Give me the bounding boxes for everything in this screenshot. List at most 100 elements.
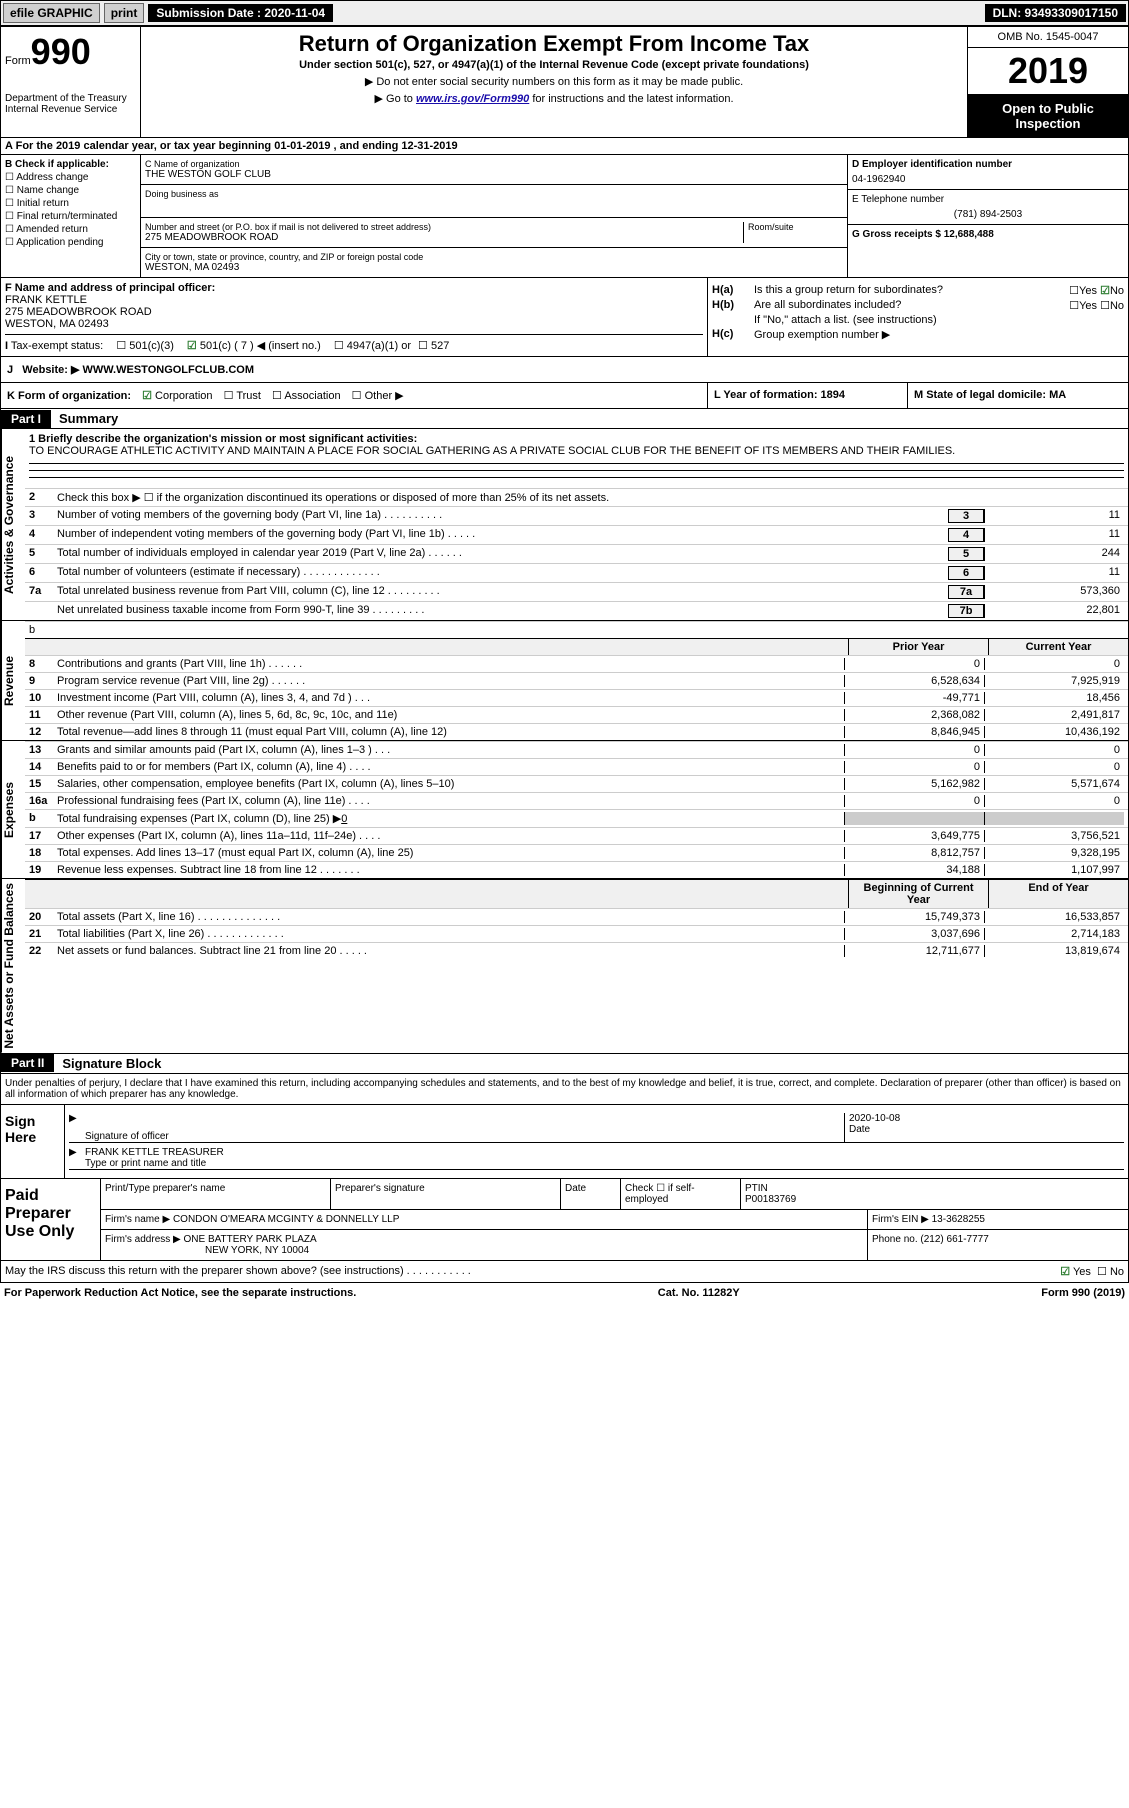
k-row: K Form of organization: ☑ Corporation ☐ … bbox=[0, 383, 1129, 409]
org-address: 275 MEADOWBROOK ROAD bbox=[145, 232, 743, 243]
col-b-checks: B Check if applicable: ☐ Address change … bbox=[1, 155, 141, 277]
section-b: B Check if applicable: ☐ Address change … bbox=[0, 155, 1129, 278]
summary-expenses: Expenses 13Grants and similar amounts pa… bbox=[0, 741, 1129, 879]
line6-val: 11 bbox=[984, 566, 1124, 580]
side-revenue: Revenue bbox=[1, 621, 25, 740]
officer-addr2: WESTON, MA 02493 bbox=[5, 318, 703, 330]
summary-netassets: Net Assets or Fund Balances Beginning of… bbox=[0, 879, 1129, 1054]
subtitle: Under section 501(c), 527, or 4947(a)(1)… bbox=[145, 59, 963, 71]
col-c-org: C Name of organization THE WESTON GOLF C… bbox=[141, 155, 848, 277]
check-initial-return[interactable]: ☐ Initial return bbox=[5, 198, 136, 209]
dba-label: Doing business as bbox=[145, 189, 843, 199]
footer-left: For Paperwork Reduction Act Notice, see … bbox=[4, 1287, 356, 1299]
ptin-value: P00183769 bbox=[745, 1194, 796, 1205]
form-header: Form 990 Department of the Treasury Inte… bbox=[0, 26, 1129, 138]
l15-curr: 5,571,674 bbox=[984, 778, 1124, 790]
firm-ein: 13-3628255 bbox=[932, 1214, 985, 1225]
officer-name-title: FRANK KETTLE TREASURER bbox=[85, 1147, 224, 1158]
l20-end: 16,533,857 bbox=[984, 911, 1124, 923]
state-domicile: M State of legal domicile: MA bbox=[908, 383, 1128, 408]
officer-addr1: 275 MEADOWBROOK ROAD bbox=[5, 306, 703, 318]
dept-label: Department of the Treasury bbox=[5, 93, 136, 104]
l11-curr: 2,491,817 bbox=[984, 709, 1124, 721]
sign-here: Sign Here ▶ Signature of officer 2020-10… bbox=[0, 1105, 1129, 1179]
check-address-change[interactable]: ☐ Address change bbox=[5, 172, 136, 183]
l13-curr: 0 bbox=[984, 744, 1124, 756]
col-f: F Name and address of principal officer:… bbox=[1, 278, 708, 356]
side-activities: Activities & Governance bbox=[1, 429, 25, 620]
page-title: Return of Organization Exempt From Incom… bbox=[145, 31, 963, 57]
tax-year-row: A For the 2019 calendar year, or tax yea… bbox=[0, 138, 1129, 155]
l8-curr: 0 bbox=[984, 658, 1124, 670]
section-fh: F Name and address of principal officer:… bbox=[0, 278, 1129, 357]
l9-curr: 7,925,919 bbox=[984, 675, 1124, 687]
firm-addr2: NEW YORK, NY 10004 bbox=[205, 1245, 309, 1256]
efile-label: efile GRAPHIC bbox=[3, 3, 100, 23]
header-right: OMB No. 1545-0047 2019 Open to Public In… bbox=[968, 27, 1128, 137]
l10-curr: 18,456 bbox=[984, 692, 1124, 704]
year-formation: L Year of formation: 1894 bbox=[708, 383, 908, 408]
l18-prior: 8,812,757 bbox=[844, 847, 984, 859]
firm-name: CONDON O'MEARA MCGINTY & DONNELLY LLP bbox=[173, 1214, 399, 1225]
ein-value: 04-1962940 bbox=[852, 174, 1124, 185]
l15-prior: 5,162,982 bbox=[844, 778, 984, 790]
line7b-val: 22,801 bbox=[984, 604, 1124, 618]
check-amended[interactable]: ☐ Amended return bbox=[5, 224, 136, 235]
website-url[interactable]: WWW.WESTONGOLFCLUB.COM bbox=[83, 364, 255, 376]
summary-revenue: Revenue b Prior YearCurrent Year 8Contri… bbox=[0, 621, 1129, 741]
top-bar: efile GRAPHIC print Submission Date : 20… bbox=[0, 0, 1129, 26]
firm-phone: (212) 661-7777 bbox=[920, 1234, 988, 1245]
org-name: THE WESTON GOLF CLUB bbox=[145, 169, 843, 180]
tax-year: 2019 bbox=[968, 48, 1128, 95]
check-pending[interactable]: ☐ Application pending bbox=[5, 237, 136, 248]
line5-val: 244 bbox=[984, 547, 1124, 561]
signature-perjury-text: Under penalties of perjury, I declare th… bbox=[0, 1074, 1129, 1105]
l17-prior: 3,649,775 bbox=[844, 830, 984, 842]
l12-curr: 10,436,192 bbox=[984, 726, 1124, 738]
mission-text: TO ENCOURAGE ATHLETIC ACTIVITY AND MAINT… bbox=[29, 445, 1124, 457]
summary-activities: Activities & Governance 1 Briefly descri… bbox=[0, 429, 1129, 621]
l19-prior: 34,188 bbox=[844, 864, 984, 876]
l21-beg: 3,037,696 bbox=[844, 928, 984, 940]
firm-addr1: ONE BATTERY PARK PLAZA bbox=[184, 1234, 317, 1245]
l20-beg: 15,749,373 bbox=[844, 911, 984, 923]
l9-prior: 6,528,634 bbox=[844, 675, 984, 687]
l18-curr: 9,328,195 bbox=[984, 847, 1124, 859]
print-button[interactable]: print bbox=[104, 3, 145, 23]
l10-prior: -49,771 bbox=[844, 692, 984, 704]
line4-val: 11 bbox=[984, 528, 1124, 542]
header-center: Return of Organization Exempt From Incom… bbox=[141, 27, 968, 137]
l13-prior: 0 bbox=[844, 744, 984, 756]
l21-end: 2,714,183 bbox=[984, 928, 1124, 940]
gross-receipts: G Gross receipts $ 12,688,488 bbox=[852, 229, 994, 240]
irs-label: Internal Revenue Service bbox=[5, 104, 136, 115]
header-left: Form 990 Department of the Treasury Inte… bbox=[1, 27, 141, 137]
phone-value: (781) 894-2503 bbox=[852, 209, 1124, 220]
part-ii-header: Part II Signature Block bbox=[0, 1054, 1129, 1074]
col-de: D Employer identification number 04-1962… bbox=[848, 155, 1128, 277]
part-i-header: Part I Summary bbox=[0, 409, 1129, 429]
check-final-return[interactable]: ☐ Final return/terminated bbox=[5, 211, 136, 222]
omb-number: OMB No. 1545-0047 bbox=[968, 27, 1128, 48]
form-label: Form bbox=[5, 55, 31, 67]
note-ssn: ▶ Do not enter social security numbers o… bbox=[145, 75, 963, 88]
side-netassets: Net Assets or Fund Balances bbox=[1, 879, 25, 1053]
org-city: WESTON, MA 02493 bbox=[145, 262, 843, 273]
l14-prior: 0 bbox=[844, 761, 984, 773]
footer: For Paperwork Reduction Act Notice, see … bbox=[0, 1283, 1129, 1303]
footer-form: Form 990 (2019) bbox=[1041, 1287, 1125, 1299]
paid-preparer: Paid Preparer Use Only Print/Type prepar… bbox=[0, 1179, 1129, 1261]
submission-date: Submission Date : 2020-11-04 bbox=[148, 4, 333, 22]
col-h: H(a) Is this a group return for subordin… bbox=[708, 278, 1128, 356]
irs-link[interactable]: www.irs.gov/Form990 bbox=[416, 93, 529, 105]
l22-beg: 12,711,677 bbox=[844, 945, 984, 957]
website-row: J Website: ▶ WWW.WESTONGOLFCLUB.COM bbox=[0, 357, 1129, 383]
check-name-change[interactable]: ☐ Name change bbox=[5, 185, 136, 196]
l19-curr: 1,107,997 bbox=[984, 864, 1124, 876]
discuss-row: May the IRS discuss this return with the… bbox=[0, 1261, 1129, 1283]
line3-val: 11 bbox=[984, 509, 1124, 523]
note-link: ▶ Go to www.irs.gov/Form990 for instruct… bbox=[145, 92, 963, 105]
l16a-prior: 0 bbox=[844, 795, 984, 807]
footer-cat: Cat. No. 11282Y bbox=[658, 1287, 740, 1299]
sig-date: 2020-10-08 bbox=[849, 1113, 900, 1124]
